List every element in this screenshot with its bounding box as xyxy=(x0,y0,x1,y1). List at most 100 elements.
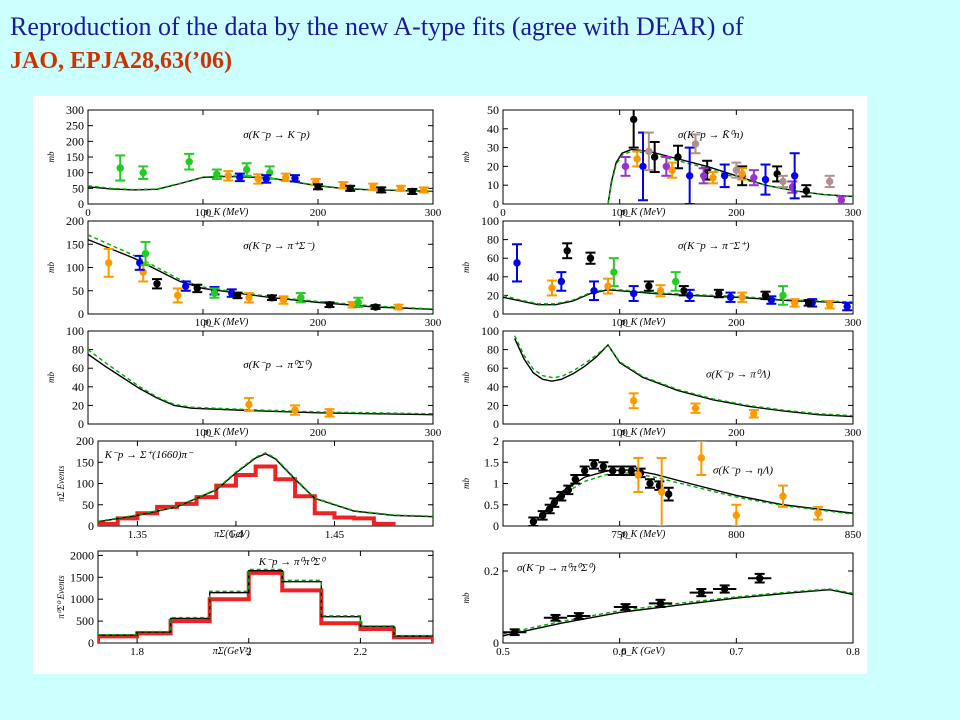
data-point xyxy=(618,467,626,475)
x-tick-label: 300 xyxy=(845,317,862,329)
y-tick-label: 0 xyxy=(493,417,499,431)
y-tick-label: 0.5 xyxy=(484,498,499,512)
data-point xyxy=(297,294,305,302)
data-point xyxy=(325,409,334,417)
y-tick-label: 150 xyxy=(66,237,84,251)
y-tick-label: 150 xyxy=(66,150,84,164)
reaction-label: σ(K⁻p → ηΛ) xyxy=(713,464,773,476)
data-point xyxy=(245,294,253,302)
y-tick-label: 150 xyxy=(76,455,94,469)
y-tick-label: 0 xyxy=(88,636,94,650)
y-tick-label: 1500 xyxy=(70,570,94,584)
data-point xyxy=(664,490,673,498)
data-point xyxy=(650,153,659,161)
x-tick-label: 300 xyxy=(845,427,862,439)
data-point xyxy=(726,293,735,301)
y-tick-label: 0 xyxy=(493,197,499,211)
plot-area xyxy=(98,452,433,526)
x-tick-label: 2 xyxy=(246,646,252,658)
fit-curve-fit-alt xyxy=(98,568,433,637)
x-tick-label: 100 xyxy=(611,317,628,329)
data-point xyxy=(691,404,700,412)
x-tick-label: 2.2 xyxy=(354,646,368,658)
data-point xyxy=(720,172,729,180)
x-axis-label: p_K (MeV) xyxy=(203,427,249,438)
y-tick-label: 100 xyxy=(66,324,84,338)
y-tick-label: 500 xyxy=(76,614,94,628)
data-point xyxy=(790,299,799,307)
data-point xyxy=(590,460,598,469)
data-point xyxy=(557,277,566,286)
data-point xyxy=(291,406,299,414)
y-tick-label: 20 xyxy=(487,159,499,173)
data-point xyxy=(790,172,799,180)
y-tick-label: 200 xyxy=(66,134,84,148)
x-axis-label: πΣ(GeV²) xyxy=(213,646,252,657)
slide-reference: JAO, EPJA28,63(’06) xyxy=(10,48,232,74)
histogram-bins xyxy=(98,570,433,643)
fit-curve-fit-alt xyxy=(514,335,853,417)
y-tick-label: 0.2 xyxy=(484,564,499,578)
x-tick-label: 1.4 xyxy=(229,529,243,541)
data-point xyxy=(837,196,846,204)
data-point xyxy=(779,177,787,186)
reaction-label: K⁻p → π⁰π⁰Σ⁰ xyxy=(258,556,327,568)
y-tick-label: 2 xyxy=(493,434,499,448)
data-point xyxy=(377,186,385,194)
y-tick-label: 80 xyxy=(72,343,84,357)
data-point xyxy=(282,173,290,182)
y-tick-label: 60 xyxy=(487,251,499,265)
data-point xyxy=(761,291,770,300)
y-tick-label: 200 xyxy=(66,214,84,228)
x-tick-label: 1.8 xyxy=(130,646,144,658)
y-tick-label: 0 xyxy=(78,307,84,321)
data-point xyxy=(185,157,193,166)
data-point xyxy=(709,173,717,182)
data-point xyxy=(575,612,583,620)
data-point xyxy=(699,172,708,180)
data-point xyxy=(755,574,764,582)
data-point xyxy=(557,492,566,500)
x-tick-label: 750 xyxy=(611,529,628,541)
data-point xyxy=(720,585,729,593)
data-point xyxy=(174,291,182,300)
data-point xyxy=(627,467,636,475)
data-point xyxy=(397,184,405,193)
reaction-label: σ(K⁻p → π⁺Σ⁻) xyxy=(243,240,315,252)
data-point xyxy=(697,588,706,597)
data-point xyxy=(268,294,276,302)
reaction-label: σ(K⁻p → π⁰Σ⁰) xyxy=(243,359,312,371)
data-point xyxy=(105,259,113,267)
data-point xyxy=(633,155,641,163)
data-point xyxy=(233,291,242,300)
x-axis-label: πΣ(GeV) xyxy=(214,529,250,540)
data-point xyxy=(116,164,124,172)
data-point xyxy=(738,170,746,178)
y-tick-label: 200 xyxy=(76,434,94,448)
y-tick-label: 50 xyxy=(487,103,499,117)
fit-curve-fit-alt xyxy=(503,588,853,635)
data-point xyxy=(732,166,741,174)
plot-area xyxy=(88,234,433,311)
x-tick-label: 200 xyxy=(310,427,327,439)
data-point xyxy=(843,302,851,311)
y-tick-label: 80 xyxy=(487,233,499,247)
data-point xyxy=(604,282,612,290)
data-point xyxy=(825,177,834,186)
y-axis-label: mb xyxy=(461,262,471,273)
data-point xyxy=(580,467,589,475)
data-point xyxy=(715,289,723,298)
plot-area xyxy=(514,335,853,419)
data-point xyxy=(645,282,653,290)
data-point xyxy=(629,115,638,124)
y-tick-label: 0 xyxy=(493,636,499,650)
x-axis-label: p_K (MeV) xyxy=(203,317,249,328)
x-tick-label: 0.5 xyxy=(496,646,510,658)
data-point xyxy=(510,628,519,636)
x-axis-label: p_K (MeV) xyxy=(620,427,666,438)
plot-area xyxy=(528,441,853,526)
y-tick-label: 2000 xyxy=(70,548,94,562)
data-point xyxy=(369,183,377,191)
x-tick-label: 200 xyxy=(310,207,327,219)
data-point xyxy=(586,254,595,262)
